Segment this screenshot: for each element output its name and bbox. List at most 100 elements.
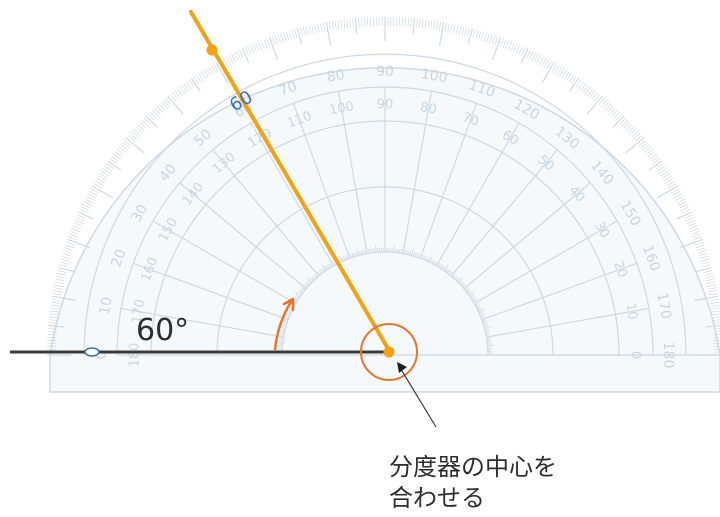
scale-tick <box>135 126 143 133</box>
scale-tick <box>585 86 592 95</box>
inner-scale-tick <box>280 332 285 334</box>
inner-scale-tick <box>294 297 298 301</box>
scale-tick <box>98 175 107 181</box>
protractor-scale-arcs <box>83 53 720 356</box>
scale-tick <box>49 310 59 313</box>
scale-tick <box>131 130 139 138</box>
inner-scale-tick <box>433 260 436 265</box>
scale-tick <box>526 49 531 59</box>
scale-tick <box>491 37 502 61</box>
inner-scale-tick <box>469 291 476 297</box>
scale-tick <box>699 255 709 260</box>
inner-scale-tick <box>483 325 488 327</box>
scale-tick <box>54 284 64 287</box>
inner-scale-tick <box>320 269 324 273</box>
scale-tick <box>586 95 603 115</box>
scale-tick <box>346 19 349 29</box>
scale-tick <box>659 168 668 174</box>
inner-scale-label: 80 <box>419 100 438 118</box>
scale-tick <box>656 185 679 199</box>
scale-tick <box>607 105 614 113</box>
inner-scale-tick <box>423 255 426 260</box>
inner-scale-tick <box>461 283 465 287</box>
scale-tick <box>645 148 654 155</box>
scale-tick <box>83 201 93 206</box>
scale-tick <box>114 151 123 158</box>
scale-tick <box>663 175 672 181</box>
scale-tick <box>480 31 485 41</box>
scale-tick <box>337 20 340 30</box>
scale-tick <box>68 236 77 241</box>
scale-tick <box>631 130 639 138</box>
scale-tick <box>280 33 284 43</box>
inner-scale-label: 10 <box>622 302 640 321</box>
inner-scale-tick <box>487 345 495 347</box>
inner-scale-tick <box>429 258 433 263</box>
inner-scale-tick <box>303 284 308 288</box>
scale-tick <box>258 41 263 51</box>
scale-tick <box>604 103 612 111</box>
callout-arrowhead <box>397 362 407 373</box>
inner-scale-tick <box>407 250 410 255</box>
scale-tick <box>162 99 170 107</box>
scale-tick <box>120 144 128 151</box>
scale-tick <box>499 38 504 47</box>
inner-scale-tick <box>311 276 316 280</box>
scale-tick <box>73 222 83 227</box>
scale-tick <box>695 244 705 249</box>
scale-tick <box>615 113 623 121</box>
scale-tick <box>58 266 75 273</box>
scale-tick <box>681 209 691 214</box>
scale-tick <box>412 18 416 35</box>
scale-tick <box>613 111 621 119</box>
scale-tick <box>494 36 499 45</box>
inner-scale-tick <box>440 265 444 269</box>
scale-tick <box>609 107 616 115</box>
scale-tick <box>208 66 214 75</box>
inner-scale-tick <box>443 264 449 271</box>
scale-tick <box>241 48 250 64</box>
scale-tick <box>48 319 58 321</box>
scale-tick <box>102 168 111 174</box>
scale-tick <box>433 20 436 30</box>
inner-scale-label: 180 <box>128 343 143 368</box>
inner-scale-tick <box>353 252 356 257</box>
scale-tick <box>541 61 555 84</box>
inner-scale-tick <box>282 323 287 326</box>
outer-scale-label: 20 <box>109 247 130 269</box>
inner-scale-tick <box>332 261 336 266</box>
inner-scale-tick <box>471 296 475 300</box>
scale-tick <box>438 21 442 31</box>
scale-tick <box>176 88 183 96</box>
scale-tick <box>453 24 456 34</box>
radial-line <box>152 220 297 305</box>
scale-tick <box>271 36 276 45</box>
inner-scale-tick <box>306 276 313 283</box>
inner-scale-tick <box>448 270 452 275</box>
inner-scale-tick <box>414 252 417 257</box>
scale-tick <box>587 88 594 96</box>
scale-tick <box>89 190 98 196</box>
scale-tick <box>200 71 207 80</box>
inner-scale-tick <box>484 328 489 331</box>
inner-scale-tick <box>484 326 492 329</box>
inner-scale-label: 60 <box>499 128 521 149</box>
inner-scale-tick <box>472 297 476 301</box>
scale-tick <box>410 18 412 28</box>
inner-scale-tick <box>306 281 310 286</box>
scale-tick <box>69 233 78 238</box>
inner-scale-tick <box>479 312 484 316</box>
scale-tick <box>215 61 229 84</box>
scale-tick <box>705 325 720 328</box>
scale-tick <box>122 142 130 149</box>
scale-tick <box>568 74 575 83</box>
inner-scale-tick <box>356 248 359 256</box>
inner-scale-tick <box>424 256 428 261</box>
scale-tick <box>263 39 268 48</box>
inner-scale-tick <box>486 339 492 342</box>
scale-tick <box>679 203 688 209</box>
inner-scale-tick <box>454 276 459 280</box>
inner-scale-tick <box>283 321 288 324</box>
scale-tick <box>546 60 552 69</box>
